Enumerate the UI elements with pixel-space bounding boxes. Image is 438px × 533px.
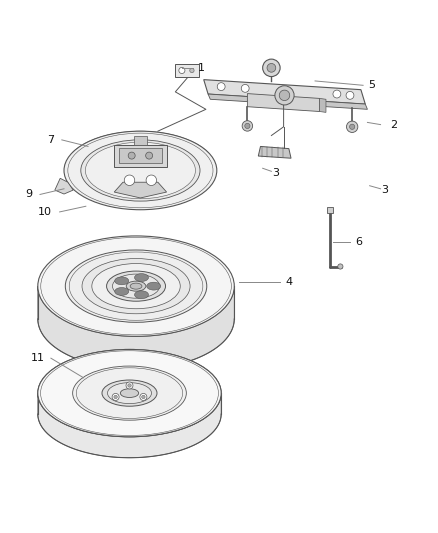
Circle shape [114,395,117,399]
Ellipse shape [120,389,139,398]
Polygon shape [38,393,221,458]
Circle shape [346,92,354,99]
Circle shape [141,395,145,399]
Ellipse shape [82,259,190,314]
Circle shape [146,152,152,159]
Ellipse shape [38,350,221,437]
Circle shape [263,59,280,77]
Text: 1: 1 [198,63,205,73]
Text: 5: 5 [368,80,375,90]
Polygon shape [258,147,291,158]
Polygon shape [204,79,365,104]
Ellipse shape [102,380,157,406]
Bar [119,148,162,163]
Bar [327,207,333,213]
Ellipse shape [73,366,186,420]
Circle shape [179,67,185,74]
Ellipse shape [126,281,146,291]
Ellipse shape [115,287,129,295]
Ellipse shape [65,250,207,322]
Ellipse shape [113,274,159,298]
Circle shape [241,84,249,92]
Circle shape [346,121,358,133]
Ellipse shape [38,236,234,336]
Circle shape [333,90,341,98]
Polygon shape [72,131,208,164]
Ellipse shape [92,263,180,309]
Ellipse shape [147,282,161,290]
Circle shape [338,264,343,269]
Polygon shape [319,99,326,112]
Polygon shape [208,94,367,109]
Text: 10: 10 [37,207,51,217]
Circle shape [242,120,253,131]
Polygon shape [247,94,319,111]
Circle shape [217,83,225,91]
Polygon shape [55,179,73,194]
Circle shape [126,382,133,389]
Ellipse shape [81,140,200,201]
Ellipse shape [107,383,152,403]
Circle shape [267,63,276,72]
Ellipse shape [115,277,129,285]
Circle shape [245,123,250,128]
Circle shape [146,175,156,185]
Text: 2: 2 [390,119,397,130]
Text: 3: 3 [381,185,389,195]
Ellipse shape [38,350,221,437]
Text: 7: 7 [47,135,54,145]
Circle shape [281,87,288,95]
Circle shape [275,86,294,105]
Circle shape [190,68,194,72]
Text: 4: 4 [285,277,293,287]
Ellipse shape [130,283,142,289]
Circle shape [112,393,119,400]
Bar [134,136,147,144]
Circle shape [128,152,135,159]
Text: 11: 11 [31,353,45,363]
Ellipse shape [64,131,217,210]
Polygon shape [38,286,234,369]
Text: 3: 3 [272,168,279,177]
Text: 6: 6 [355,238,362,247]
Ellipse shape [134,273,148,281]
Circle shape [124,175,135,185]
Bar [114,144,166,166]
Ellipse shape [134,291,148,298]
Bar [175,64,199,77]
Ellipse shape [85,142,195,199]
Circle shape [128,384,131,387]
Text: 9: 9 [25,189,33,199]
Circle shape [350,124,355,130]
Ellipse shape [106,271,166,301]
Circle shape [140,393,147,400]
Polygon shape [114,182,166,198]
Circle shape [279,90,290,101]
